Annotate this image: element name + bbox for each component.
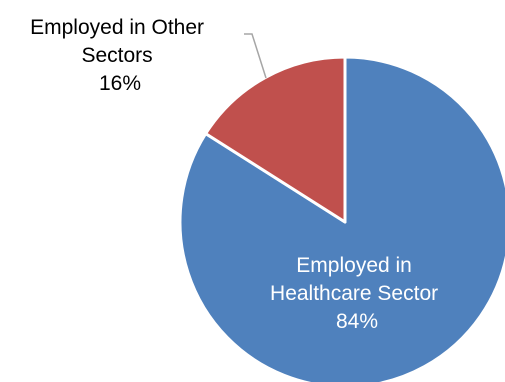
leader-line-other-sectors: [244, 33, 267, 79]
slice-label-healthcare-line2: Healthcare Sector: [270, 282, 438, 305]
pie-slice-0: [178, 55, 505, 382]
slice-value-other: 16%: [99, 72, 141, 95]
slice-label-healthcare-line1: Employed in: [296, 254, 412, 277]
slice-label-other-line2: Sectors: [81, 44, 152, 67]
slice-label-other-line1: Employed in Other: [30, 16, 204, 39]
slice-label-healthcare: Employed in Healthcare Sector 84%: [270, 254, 444, 333]
slice-label-other-sectors: Employed in Other Sectors 16%: [30, 16, 210, 95]
pie-slices: [178, 55, 505, 382]
slice-value-healthcare: 84%: [336, 310, 378, 333]
